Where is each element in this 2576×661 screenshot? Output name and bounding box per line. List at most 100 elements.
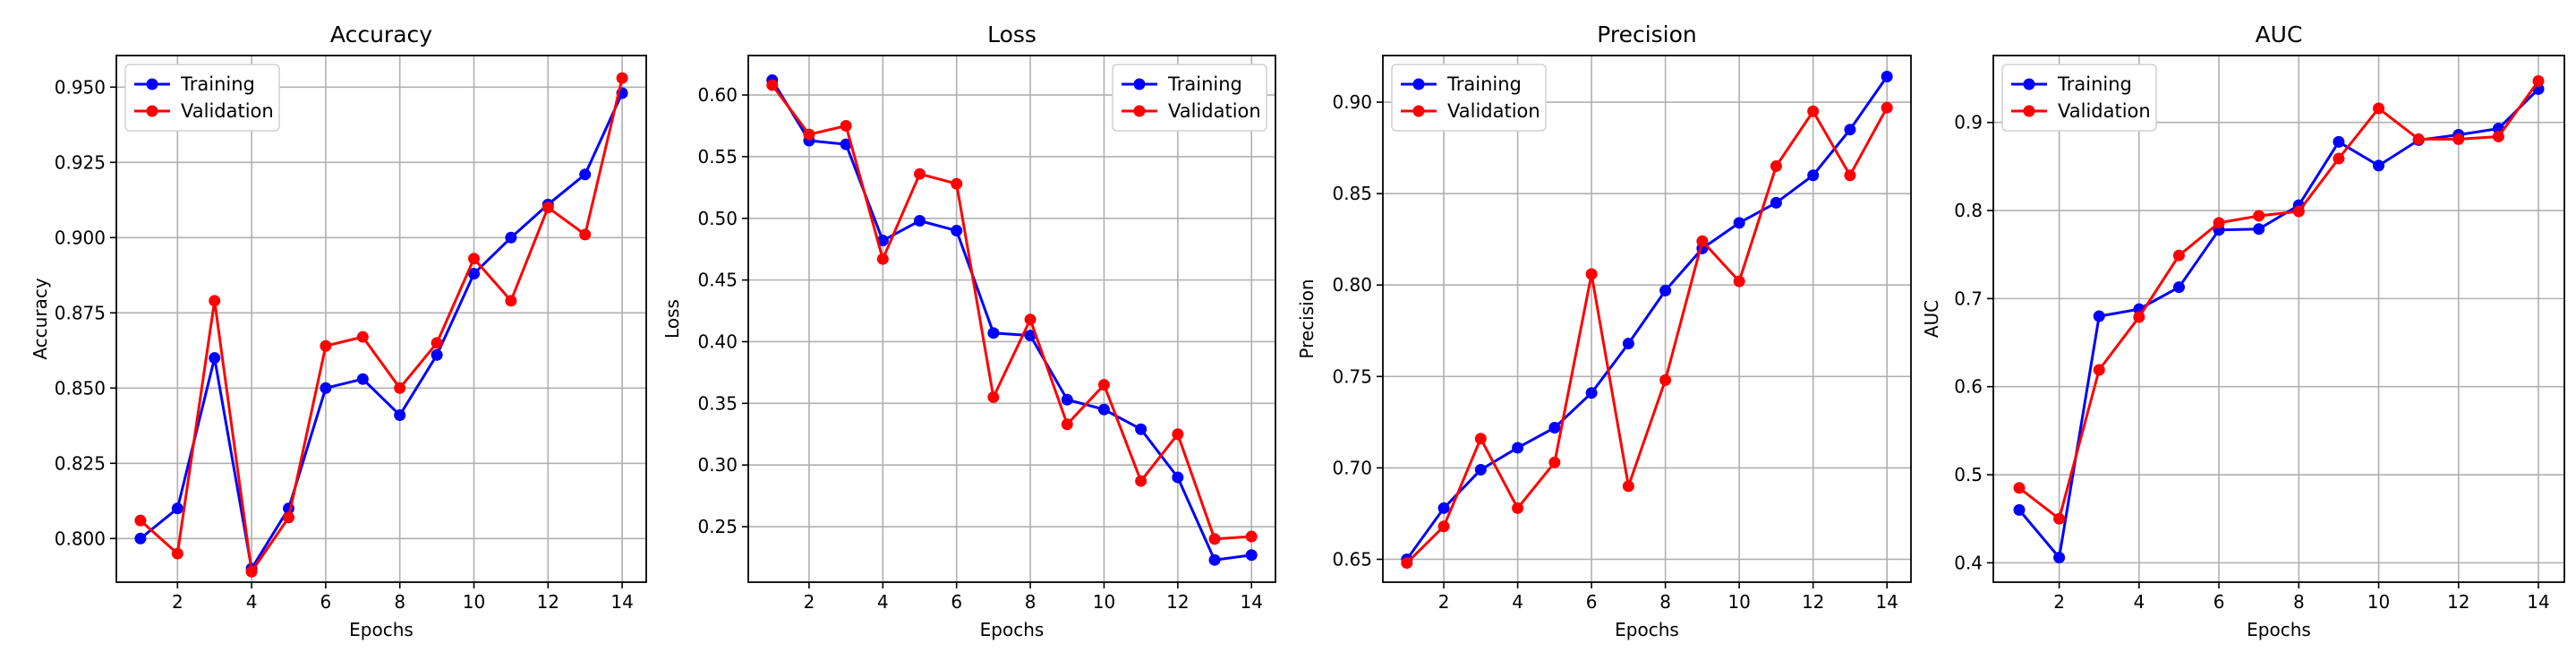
panel-precision-series-training-point-11 <box>1770 196 1782 209</box>
panel-precision-ytick-label-0-8: 0.80 <box>1332 274 1372 296</box>
panel-loss-ytick-label-0-3: 0.30 <box>697 454 738 476</box>
panel-loss-series-validation-point-2 <box>803 128 815 141</box>
panel-loss-series-validation-point-4 <box>876 253 889 265</box>
panel-loss-series-training-point-8 <box>1024 330 1036 342</box>
panel-precision-xtick-label-4: 4 <box>1512 591 1523 613</box>
panel-auc-series-validation-line <box>2018 80 2540 521</box>
panel-auc-frame <box>1992 55 2565 583</box>
panel-accuracy-series-training-point-3 <box>209 352 221 365</box>
panel-accuracy-series-validation-point-9 <box>431 337 443 349</box>
panel-accuracy-series-training-point-11 <box>505 231 517 244</box>
panel-precision-xtick-label-2: 2 <box>1438 591 1450 613</box>
panel-auc-series-training-point-2 <box>2053 551 2066 563</box>
panel-loss-title: Loss <box>987 21 1036 47</box>
panel-accuracy-series-validation-point-11 <box>505 295 517 307</box>
panel-auc-series-validation-point-10 <box>2373 102 2385 115</box>
panel-auc-series-validation-point-13 <box>2492 130 2504 142</box>
panel-accuracy-legend-training-label: Training <box>180 73 255 95</box>
panel-loss-xtick-label-14: 14 <box>1241 591 1263 613</box>
panel-accuracy-series-training-point-6 <box>320 382 332 394</box>
panel-accuracy: 2 4 6 8 10 12 14 0.800 0.825 0.850 0.875 0.900 0.925… <box>30 21 647 640</box>
panel-auc-xtick-label-4: 4 <box>2133 591 2145 613</box>
panel-accuracy-ytick-label-0-925: 0.925 <box>55 151 106 173</box>
panel-precision-legend-validation-marker <box>1412 105 1425 117</box>
panel-loss-xtick-label-8: 8 <box>1025 591 1036 613</box>
panel-accuracy-ytick-label-0-85: 0.850 <box>55 377 106 399</box>
panel-loss-series-training-line <box>771 79 1252 562</box>
panel-accuracy-xtick-label-2: 2 <box>172 591 183 613</box>
panel-precision-series-validation-point-9 <box>1696 235 1709 247</box>
panel-auc-ytick-label-0-9: 0.9 <box>1954 112 1983 133</box>
panel-loss-series-training-point-11 <box>1135 423 1147 435</box>
panel-auc-series-validation-point-7 <box>2253 210 2265 222</box>
panel-accuracy-legend: Training Validation <box>124 64 280 132</box>
panel-precision-xtick-label-12: 12 <box>1802 591 1824 613</box>
panel-loss-legend-validation-label: Validation <box>1168 100 1261 122</box>
panel-precision-series-validation-point-7 <box>1622 480 1634 493</box>
panel-accuracy-series-validation-point-5 <box>283 511 295 524</box>
panel-precision-series-validation-point-14 <box>1881 101 1893 114</box>
panel-accuracy-title: Accuracy <box>330 21 432 47</box>
panel-precision: 2 4 6 8 10 12 14 0.65 0.70 0.75 0.80 0.85 0.90 Precis… <box>1296 21 1912 640</box>
panel-precision-series-training-point-10 <box>1733 217 1745 229</box>
panel-auc-series-validation-point-4 <box>2133 311 2145 323</box>
panel-precision-series-training-point-14 <box>1881 70 1893 82</box>
panel-loss-series-training-point-13 <box>1208 554 1221 566</box>
panel-auc-xtick-label-8: 8 <box>2293 591 2305 613</box>
panel-precision-legend-box <box>1391 64 1547 132</box>
panel-accuracy-ytick-label-0-95: 0.950 <box>55 76 106 98</box>
panel-precision-series-training-point-6 <box>1585 387 1598 399</box>
panel-loss-series-training-point-6 <box>951 225 963 237</box>
panel-accuracy-series-training-point-13 <box>579 168 592 181</box>
panel-loss-ylabel: Loss <box>661 299 683 339</box>
panel-accuracy-series-validation-point-3 <box>209 295 221 307</box>
panel-accuracy-ytick-label-0-8: 0.800 <box>55 528 106 549</box>
panel-accuracy-series-training-point-2 <box>171 502 183 515</box>
panel-auc-xtick-label-12: 12 <box>2447 591 2469 613</box>
panel-accuracy-ytick-label-0-825: 0.825 <box>55 452 106 474</box>
panel-precision-series-training-point-12 <box>1807 169 1820 182</box>
panel-auc-series-validation-point-3 <box>2093 364 2105 376</box>
panel-accuracy-series-validation-point-1 <box>134 514 147 527</box>
panel-accuracy-series-training-line <box>139 92 624 573</box>
panel-auc-series-training-point-3 <box>2093 310 2105 322</box>
panel-loss-series-validation-point-11 <box>1135 475 1147 487</box>
panel-precision-series-training-point-5 <box>1548 421 1561 434</box>
panel-loss-series-training-point-9 <box>1061 393 1073 406</box>
panel-auc-legend: Training Validation <box>2001 64 2157 132</box>
panel-accuracy-series-validation-point-6 <box>320 339 332 352</box>
panel-precision-series-validation-point-11 <box>1770 160 1782 173</box>
panel-precision-series-validation-point-3 <box>1474 433 1487 445</box>
panel-accuracy-ytick-label-0-875: 0.875 <box>55 302 106 323</box>
panel-accuracy-series-validation-point-10 <box>467 253 480 265</box>
panel-auc-series-training-point-9 <box>2333 135 2345 148</box>
panel-precision-ylabel: Precision <box>1296 279 1318 358</box>
panel-precision-series-validation-point-2 <box>1437 520 1450 533</box>
panel-loss-series-validation-point-8 <box>1024 313 1036 326</box>
panel-loss-series-training-point-7 <box>987 327 1000 339</box>
panel-auc-ytick-label-0-6: 0.6 <box>1954 376 1983 398</box>
panel-loss-ytick-label-0-4: 0.40 <box>697 330 738 352</box>
panel-loss-series-training-point-12 <box>1172 471 1184 484</box>
panel-accuracy-legend-box <box>124 64 280 132</box>
panel-auc-xlabel: Epochs <box>2247 619 2311 640</box>
panel-accuracy-xtick-label-8: 8 <box>394 591 405 613</box>
panel-loss-ytick-label-0-35: 0.35 <box>697 392 738 414</box>
panel-precision-xtick-label-8: 8 <box>1659 591 1671 613</box>
panel-loss-series-validation-point-7 <box>987 391 1000 403</box>
panel-loss-series-validation-line <box>771 84 1252 541</box>
panel-precision-series-training-point-8 <box>1659 284 1672 296</box>
panel-loss: 2 4 6 8 10 12 14 0.25 0.30 0.35 0.40 0.45 0.50 0.55 0.… <box>661 21 1276 640</box>
panel-auc-series-validation-point-9 <box>2333 152 2345 165</box>
panel-precision-ytick-label-0-65: 0.65 <box>1332 548 1372 570</box>
panel-auc-series-training-point-5 <box>2172 281 2185 294</box>
panel-loss-series-validation-point-5 <box>914 167 926 180</box>
panel-auc-series-validation-point-5 <box>2172 249 2185 262</box>
panel-precision-series-validation-line <box>1405 107 1889 564</box>
panel-loss-legend-training-marker <box>1133 78 1146 90</box>
panel-precision-ytick-label-0-75: 0.75 <box>1332 365 1372 387</box>
panel-auc-series-validation-point-2 <box>2053 512 2066 525</box>
panel-precision-series-validation-point-12 <box>1807 105 1820 117</box>
panel-auc-title: AUC <box>2256 21 2303 47</box>
